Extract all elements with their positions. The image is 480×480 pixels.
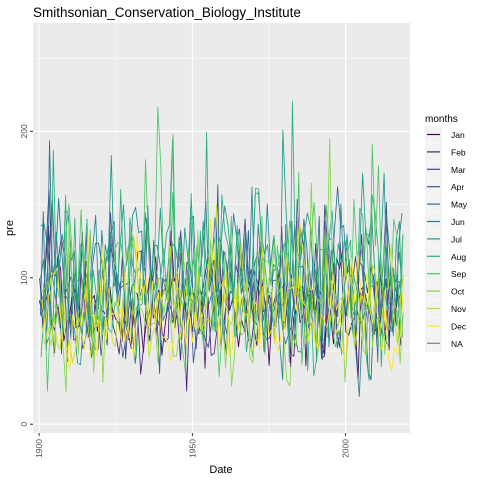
y-axis-title: pre: [4, 220, 16, 236]
series-line-nov: [41, 204, 404, 363]
legend-title: months: [425, 114, 458, 125]
legend-keys: Jan Feb Mar Apr May Jun Jul Aug Sep Oct Nov Dec NA: [425, 126, 468, 352]
legend-label-na: NA: [451, 339, 463, 349]
legend-label-jan: Jan: [451, 130, 465, 140]
x-axis: 1900 1950 2000: [34, 433, 351, 458]
y-tick-label: 100: [19, 270, 29, 284]
legend-label-jul: Jul: [451, 234, 462, 244]
legend-label-dec: Dec: [451, 321, 467, 331]
x-tick-label: 1950: [187, 439, 197, 458]
legend-label-nov: Nov: [451, 304, 467, 314]
series-line-sep: [40, 106, 404, 392]
x-axis-title: Date: [209, 464, 232, 476]
legend: months Jan Feb Mar Apr May Jun Jul Aug Sep Oct Nov…: [425, 114, 468, 352]
series-line-dec: [41, 218, 405, 372]
series-lines: [38, 100, 405, 397]
legend-label-jun: Jun: [451, 217, 465, 227]
legend-label-apr: Apr: [451, 182, 464, 192]
chart-title: Smithsonian_Conservation_Biology_Institu…: [33, 5, 301, 20]
x-tick-label: 2000: [341, 439, 351, 458]
legend-label-oct: Oct: [451, 287, 465, 297]
x-tick-label: 1900: [34, 439, 44, 458]
legend-label-sep: Sep: [451, 269, 466, 279]
y-tick-label: 200: [19, 124, 29, 138]
legend-label-aug: Aug: [451, 252, 466, 262]
y-axis: 0 100 200: [19, 124, 33, 427]
legend-label-may: May: [451, 200, 468, 210]
legend-label-mar: Mar: [451, 165, 466, 175]
legend-label-feb: Feb: [451, 147, 466, 157]
y-tick-label: 0: [19, 422, 29, 427]
